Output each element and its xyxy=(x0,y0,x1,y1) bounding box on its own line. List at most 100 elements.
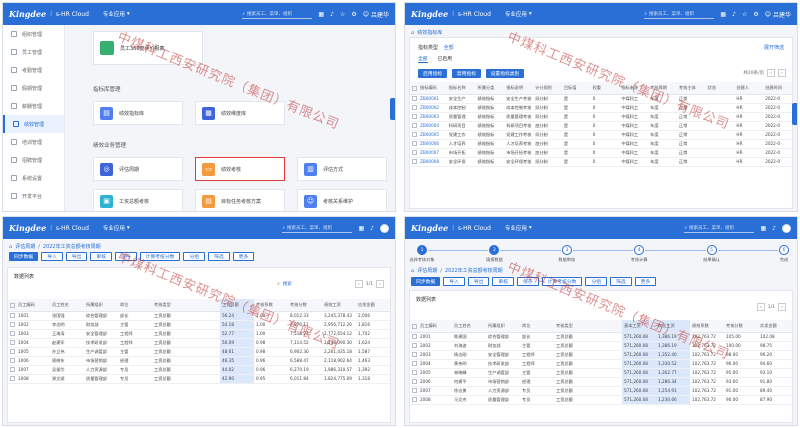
column-header[interactable]: 绩效工资 xyxy=(322,299,356,312)
table-row[interactable]: ZB00004 科研项目 绩效指标 科研项目考核 加分制是 0 中煤科工 年度 正常 HR 2022… xyxy=(410,121,792,131)
column-header[interactable]: 考核系数 xyxy=(254,299,288,312)
side-collapse-tab[interactable] xyxy=(390,98,395,120)
checkbox[interactable] xyxy=(10,322,15,328)
table-cell[interactable]: ZB00002 xyxy=(418,103,447,113)
report-card[interactable]: 员工360度评价报表 xyxy=(93,31,203,65)
breadcrumb-item[interactable]: 评估周期 xyxy=(15,244,36,250)
row-checkbox[interactable] xyxy=(410,112,418,122)
table-row[interactable]: 1001 张国强 综合管理部 部长 工资总额 56.24 1.00 8,012.33 3,245… xyxy=(8,311,390,321)
column-header[interactable] xyxy=(186,299,220,312)
table-row[interactable]: 2001 陈建国 综合管理部 部长 工资总额 571,260.08 1,386.19 102,… xyxy=(410,332,792,342)
table-cell[interactable]: ZB00003 xyxy=(418,112,447,122)
row-checkbox[interactable] xyxy=(8,320,16,330)
column-header[interactable]: 员工编码 xyxy=(418,320,452,333)
prev-page-button[interactable]: ‹ xyxy=(767,69,775,77)
column-header[interactable]: 所属分类 xyxy=(475,82,505,95)
bell-icon[interactable]: ♪ xyxy=(772,224,776,232)
star-icon[interactable]: ☆ xyxy=(339,10,346,18)
toolbar-button[interactable]: 更多 xyxy=(634,277,657,286)
column-header[interactable]: 岗位 xyxy=(118,299,152,312)
tile-evaluation-method[interactable]: ▥ 评估方式 xyxy=(297,157,387,181)
home-icon[interactable]: ⌂ xyxy=(411,29,415,36)
column-header[interactable]: 所属组织 xyxy=(486,320,520,333)
row-checkbox[interactable] xyxy=(8,356,16,366)
table-cell[interactable]: ZB00005 xyxy=(418,130,447,140)
expand-filter-link[interactable]: 展开筛选 xyxy=(763,45,784,51)
toolbar-button[interactable]: 审核 xyxy=(492,277,515,286)
tile-evaluation-cycle[interactable]: ◎ 评估周期 xyxy=(93,157,183,181)
column-header[interactable]: 创建时间 xyxy=(763,82,792,95)
column-header[interactable]: 指标名称 xyxy=(446,82,476,95)
row-checkbox[interactable] xyxy=(410,350,418,360)
settings-icon[interactable]: ⚙ xyxy=(351,10,357,18)
global-search-input[interactable]: ⌕ 搜索员工、菜单、组织 xyxy=(242,9,313,19)
table-cell[interactable]: ZB00004 xyxy=(418,121,447,131)
column-header[interactable]: 权重 xyxy=(590,82,620,95)
checkbox[interactable] xyxy=(10,331,15,337)
column-header[interactable]: 实发金额 xyxy=(758,320,792,333)
app-menu-dropdown[interactable]: 专业应用 ▾ xyxy=(505,10,532,18)
sidebar-item[interactable]: 开发平台 xyxy=(3,187,64,205)
toolbar-button[interactable]: 分组 xyxy=(585,277,608,286)
row-checkbox[interactable] xyxy=(8,365,16,375)
row-checkbox[interactable] xyxy=(410,332,418,342)
checkbox[interactable] xyxy=(412,105,417,111)
row-checkbox[interactable] xyxy=(410,94,418,104)
checkbox[interactable] xyxy=(10,367,15,373)
tab-all[interactable]: 全部 xyxy=(418,57,428,63)
table-row[interactable]: 2008 马文杰 质量管理部 专员 工资总额 571,260.08 1,230.66 102,… xyxy=(410,395,792,405)
select-all-checkbox[interactable] xyxy=(410,320,418,333)
column-header[interactable]: 指标编码 xyxy=(418,82,447,95)
table-row[interactable]: ZB00007 市场开拓 绩效指标 市场开拓考核 加分制是 0 中煤科工 年度 正常 HR 2022… xyxy=(410,148,792,158)
toolbar-button[interactable]: 同步数据 xyxy=(9,252,39,261)
sidebar-item[interactable]: 薪酬管理 xyxy=(3,97,64,115)
tile-performance-review[interactable]: ▭ 绩效考核 xyxy=(195,157,285,181)
avatar[interactable] xyxy=(782,223,791,233)
bell-icon[interactable]: ♪ xyxy=(732,10,736,18)
checkbox[interactable] xyxy=(412,85,417,91)
sidebar-item[interactable]: 招聘管理 xyxy=(3,151,64,169)
column-header[interactable]: 工资总额 xyxy=(220,299,254,312)
column-header[interactable]: 绩效系数 xyxy=(690,320,724,333)
checkbox[interactable] xyxy=(10,340,15,346)
tile-salary-assessment[interactable]: ▣ 工资总额考核 xyxy=(93,189,183,211)
app-menu-dropdown[interactable]: 专业应用 ▾ xyxy=(505,224,532,232)
breadcrumb-item[interactable]: 评估周期 xyxy=(417,268,438,274)
column-header[interactable]: 创建人 xyxy=(734,82,764,95)
side-collapse-tab[interactable] xyxy=(792,103,797,125)
row-checkbox[interactable] xyxy=(8,338,16,348)
next-page-button[interactable]: › xyxy=(376,280,384,288)
grid-apps-icon[interactable]: ▦ xyxy=(760,224,767,232)
table-row[interactable]: 1008 郑文斌 质量管理部 专员 工资总额 42.90 0.95 6,011.84 1,824… xyxy=(8,374,390,384)
row-checkbox[interactable] xyxy=(8,374,16,384)
disable-button[interactable]: 禁用指标 xyxy=(451,69,481,78)
step-indicator[interactable]: 3 xyxy=(561,245,572,255)
table-cell[interactable]: ZB00001 xyxy=(418,94,447,104)
bell-icon[interactable]: ♪ xyxy=(370,224,374,232)
global-search-input[interactable]: ⌕ 搜索员工、菜单、组织 xyxy=(282,223,353,233)
step-indicator[interactable]: 6 xyxy=(779,245,789,255)
checkbox[interactable] xyxy=(10,302,15,308)
column-header[interactable]: 员工姓名 xyxy=(452,320,486,333)
checkbox[interactable] xyxy=(412,141,417,147)
column-header[interactable]: 岗位 xyxy=(520,320,554,333)
table-row[interactable]: ZB00003 质量管理 绩效指标 质量管理考核 扣分制是 0 中煤科工 年度 正常 HR 2022… xyxy=(410,112,792,122)
toolbar-button[interactable]: 保存 xyxy=(115,252,137,261)
global-search-input[interactable]: ⌕ 搜索员工、菜单、组织 xyxy=(684,223,755,233)
table-row[interactable]: 1002 李志明 财务部 主管 工资总额 54.18 1.00 7,870.11 2,956,7… xyxy=(8,320,390,330)
row-checkbox[interactable] xyxy=(410,139,418,149)
checkbox[interactable] xyxy=(412,150,417,156)
table-row[interactable]: 2002 刘海波 财务部 主管 工资总额 571,260.08 1,386.19 102,76… xyxy=(410,341,792,351)
tile-dimension-library[interactable]: ▦ 绩效维度库 xyxy=(195,101,285,125)
table-cell[interactable]: ZB00007 xyxy=(418,148,447,158)
table-row[interactable]: 2006 何建平 市场营销部 经理 工资总额 571,260.08 1,286.34 102,… xyxy=(410,377,792,387)
toolbar-button[interactable]: 保存 xyxy=(517,277,539,286)
star-icon[interactable]: ☆ xyxy=(741,10,748,18)
checkbox[interactable] xyxy=(412,388,417,394)
sidebar-item[interactable]: 组织管理 xyxy=(3,25,64,43)
sidebar-item[interactable]: 系统设置 xyxy=(3,169,64,187)
row-checkbox[interactable] xyxy=(410,103,418,113)
checkbox[interactable] xyxy=(412,370,417,376)
column-header[interactable]: 目标值 xyxy=(561,82,591,95)
step-indicator[interactable]: 4 xyxy=(634,245,645,255)
